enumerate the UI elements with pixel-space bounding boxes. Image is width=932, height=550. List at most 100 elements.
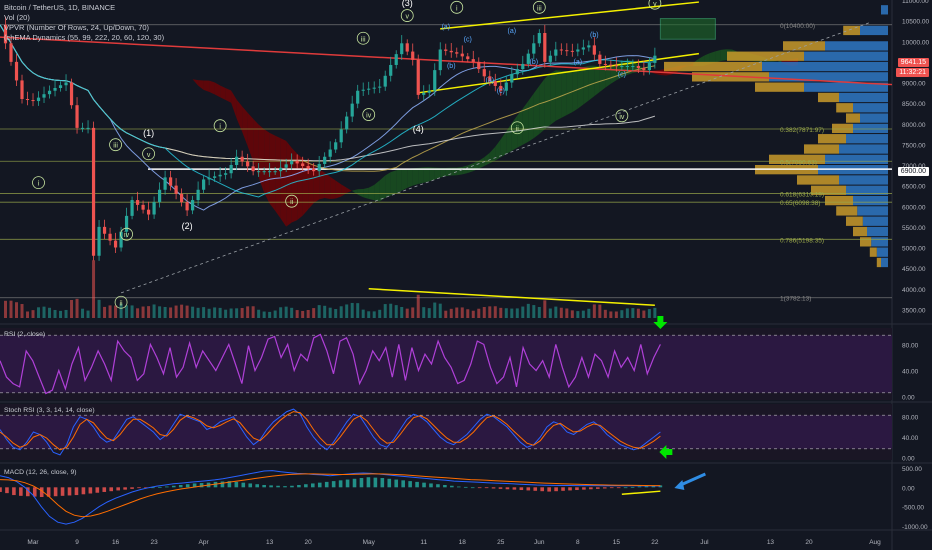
candle-body: [372, 87, 376, 89]
rsi-pane[interactable]: RSI (2, close) 80.00 40.00 0.00: [0, 328, 919, 402]
cloud-segment: [533, 85, 540, 139]
candle-body: [548, 55, 552, 62]
cloud-segment: [517, 108, 523, 148]
time-tick-label: Mar: [27, 539, 39, 546]
vpvr-down-bar: [832, 123, 853, 134]
volume-bar: [482, 307, 486, 318]
candle-body: [301, 163, 305, 167]
candle-body: [339, 129, 343, 143]
macd-histogram-bar: [380, 478, 385, 488]
cloud-segment: [319, 168, 325, 200]
cloud-segment: [390, 170, 397, 196]
pane-title: Stoch RSI (3, 3, 14, 14, close): [4, 407, 95, 414]
macd-histogram-bar: [484, 487, 489, 489]
time-tick-label: 15: [613, 539, 621, 546]
pane-tick-label: -500.00: [902, 505, 924, 512]
volume-bar: [405, 308, 409, 318]
wave-label: iv: [366, 113, 372, 120]
time-tick-label: 25: [497, 539, 505, 546]
cloud-segment: [720, 49, 727, 61]
candle-body: [273, 171, 277, 173]
cloud-segment: [506, 123, 512, 155]
candle-body: [97, 226, 101, 256]
time-tick-label: Jul: [700, 539, 709, 546]
volume-bar: [653, 307, 657, 318]
countdown-tag: 11:32:21: [896, 68, 929, 77]
volume-bar: [290, 307, 294, 318]
indicator-vol[interactable]: Vol (20): [4, 13, 30, 22]
macd-histogram-bar: [338, 480, 343, 488]
candle-body: [471, 59, 475, 62]
volume-bar: [279, 307, 283, 318]
cloud-segment: [775, 60, 782, 63]
symbol-title[interactable]: Bitcoin / TetherUS, 1D, BINANCE: [4, 3, 116, 12]
candle-body: [130, 200, 134, 216]
cloud-segment: [588, 65, 595, 101]
time-tick-label: Apr: [199, 539, 210, 546]
dashed-trendline: [120, 22, 870, 294]
candle-body: [119, 231, 123, 248]
macd-histogram-bar: [422, 482, 426, 488]
wave-label: iii: [361, 36, 366, 43]
macd-histogram-bar: [596, 487, 600, 489]
cloud-segment: [555, 70, 562, 121]
volume-bar: [257, 309, 261, 318]
candle-body: [367, 88, 371, 90]
wave-label-circle: [510, 121, 524, 135]
wave-label-circle: [450, 0, 464, 14]
macd-pane[interactable]: MACD (12, 26, close, 9) 500.00 0.00 -500.00…: [0, 466, 928, 531]
candle-body: [235, 156, 239, 165]
wave-label-circle: [114, 295, 128, 309]
candle-body: [592, 45, 596, 55]
stoch-rsi-pane[interactable]: Stoch RSI (3, 3, 14, 14, close) 80.00 40.0…: [0, 404, 919, 462]
candle-body: [477, 61, 481, 70]
volume-bar: [532, 305, 536, 318]
vpvr-up-bar: [871, 237, 888, 247]
cloud-segment: [214, 82, 221, 98]
volume-bar: [191, 306, 195, 318]
cloud-segment: [374, 180, 380, 202]
fib-level-label: 0.5(7090.63): [780, 159, 817, 166]
macd-histogram-bar: [415, 481, 419, 488]
volume-bar: [9, 300, 13, 318]
macd-histogram-bar: [575, 487, 579, 491]
volume-bar: [251, 306, 255, 318]
macd-histogram-bar: [158, 486, 162, 488]
wave-label: i: [456, 5, 458, 12]
volume-bar: [647, 309, 651, 318]
indicator-ema[interactable]: (chEMA Dynamics (55, 99, 222, 20, 60, 12…: [4, 33, 165, 42]
wave-label: iv: [619, 114, 625, 121]
vpvr-down-bar: [846, 113, 860, 123]
candle-body: [91, 127, 96, 256]
vpvr-down-bar: [825, 195, 853, 206]
cloud-segment: [484, 152, 490, 166]
wave-label: (b): [447, 63, 456, 70]
candle-body: [554, 49, 558, 56]
wave-label: (c): [497, 88, 505, 95]
macd-histogram-bar: [345, 479, 350, 488]
indicator-vpvr[interactable]: VPVR (Number Of Rows, 24, Up/Down, 70): [4, 23, 150, 32]
candlesticks: [3, 16, 657, 261]
candle-body: [317, 163, 321, 172]
candle-body: [268, 171, 272, 173]
macd-histogram-bar: [241, 482, 246, 488]
cloud-segment: [220, 85, 226, 101]
candle-body: [323, 156, 327, 164]
cloud-segment: [291, 147, 298, 223]
cloud-segment: [605, 67, 611, 88]
time-tick-label: 20: [305, 539, 313, 546]
time-axis[interactable]: Mar 9 16 23 Apr 13 20 May 11 18 25 Jun 8 15 22 Jul 13 20 A…: [27, 539, 881, 546]
cloud-segment: [418, 167, 424, 184]
time-tick-label: 20: [805, 539, 813, 546]
vpvr-up-bar: [825, 41, 888, 51]
vpvr-down-bar: [755, 82, 804, 92]
volume-bar: [499, 307, 503, 318]
target-box: [659, 18, 716, 40]
volume-bar: [361, 309, 365, 318]
cloud-segment: [528, 93, 534, 142]
price-tick-label: 10500.00: [902, 19, 929, 26]
cloud-segment: [396, 169, 402, 194]
candle-body: [499, 85, 503, 91]
